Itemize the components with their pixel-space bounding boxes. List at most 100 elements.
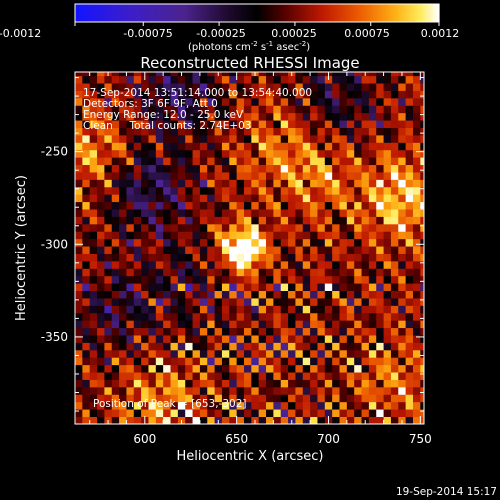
heatmap-cell: [170, 231, 179, 240]
heatmap-cell: [177, 364, 186, 373]
heatmap-cell: [288, 75, 296, 84]
heatmap-cell: [258, 401, 267, 410]
colorbar-swatch: [167, 4, 170, 22]
heatmap-cell: [251, 394, 260, 403]
heatmap-cell: [390, 179, 399, 188]
heatmap-cell: [199, 127, 208, 136]
heatmap-cell: [119, 209, 127, 217]
heatmap-cell: [170, 186, 179, 195]
heatmap-cell: [324, 164, 333, 173]
heatmap-cell: [280, 157, 289, 166]
heatmap-cell: [354, 386, 362, 395]
heatmap-cell: [398, 186, 407, 195]
heatmap-cell: [295, 268, 304, 277]
heatmap-cell: [163, 357, 171, 366]
colorbar-swatch: [289, 4, 292, 22]
heatmap-cell: [273, 268, 282, 277]
heatmap-cell: [229, 312, 238, 321]
heatmap-cell: [266, 157, 274, 166]
heatmap-cell: [75, 364, 83, 373]
heatmap-cell: [324, 335, 333, 343]
heatmap-cell: [280, 201, 289, 210]
heatmap-cell: [295, 179, 304, 188]
heatmap-cell: [133, 142, 142, 151]
heatmap-cell: [75, 83, 83, 91]
heatmap-cell: [390, 127, 399, 136]
colorbar-swatch: [187, 4, 190, 22]
heatmap-cell: [251, 327, 260, 336]
heatmap-cell: [361, 134, 370, 143]
heatmap-cell: [111, 342, 120, 351]
heatmap-cell: [229, 201, 238, 210]
heatmap-cell: [236, 349, 245, 358]
heatmap-cell: [82, 305, 91, 314]
heatmap-cell: [236, 194, 245, 203]
heatmap-cell: [243, 283, 252, 292]
heatmap-cell: [383, 364, 392, 373]
heatmap-cell: [229, 186, 238, 195]
heatmap-cell: [398, 342, 407, 351]
heatmap-cell: [163, 134, 171, 143]
heatmap-cell: [229, 216, 238, 225]
heatmap-cell: [236, 216, 245, 225]
heatmap-cell: [339, 401, 348, 410]
heatmap-cell: [192, 201, 201, 210]
heatmap-cell: [332, 320, 340, 329]
heatmap-cell: [111, 164, 120, 173]
heatmap-cell: [368, 283, 377, 292]
heatmap-cell: [288, 186, 296, 195]
heatmap-cell: [229, 260, 238, 269]
heatmap-cell: [398, 290, 407, 299]
heatmap-cell: [104, 194, 113, 203]
heatmap-cell: [258, 253, 267, 262]
heatmap-cell: [412, 90, 421, 99]
heatmap-cell: [398, 90, 407, 99]
colorbar-unit-exponent: -2: [299, 40, 306, 48]
heatmap-cell: [75, 342, 83, 351]
heatmap-cell: [332, 253, 340, 262]
colorbar-swatch: [147, 4, 150, 22]
heatmap-cell: [302, 364, 311, 373]
heatmap-cell: [192, 253, 201, 262]
heatmap-cell: [412, 97, 421, 106]
heatmap-cell: [170, 97, 179, 106]
heatmap-cell: [89, 379, 98, 388]
heatmap-cell: [236, 320, 245, 329]
heatmap-cell: [420, 320, 424, 329]
heatmap-cell: [288, 342, 296, 351]
heatmap-cell: [199, 298, 208, 306]
heatmap-cell: [148, 186, 157, 195]
heatmap-cell: [412, 75, 421, 84]
heatmap-cell: [258, 90, 267, 99]
heatmap-cell: [207, 364, 215, 373]
heatmap-cell: [332, 223, 340, 232]
heatmap-cell: [221, 305, 230, 314]
colorbar-swatch: [291, 4, 294, 22]
heatmap-cell: [243, 72, 252, 77]
heatmap-cell: [251, 97, 260, 106]
heatmap-cell: [383, 194, 392, 203]
heatmap-cell: [111, 194, 120, 203]
heatmap-cell: [280, 105, 289, 114]
heatmap-cell: [126, 157, 135, 166]
heatmap-cell: [177, 349, 186, 358]
heatmap-cell: [221, 216, 230, 225]
heatmap-cell: [361, 172, 370, 180]
heatmap-cell: [317, 134, 326, 143]
heatmap-cell: [170, 194, 179, 203]
heatmap-cell: [155, 394, 164, 403]
heatmap-cell: [207, 357, 215, 366]
heatmap-cell: [368, 312, 377, 321]
heatmap-cell: [177, 409, 186, 417]
heatmap-cell: [82, 231, 91, 240]
heatmap-cell: [398, 394, 407, 403]
heatmap-cell: [310, 283, 318, 292]
heatmap-cell: [104, 327, 113, 336]
heatmap-cell: [354, 364, 362, 373]
heatmap-cell: [119, 327, 127, 336]
heatmap-cell: [354, 290, 362, 299]
heatmap-cell: [280, 379, 289, 388]
heatmap-cell: [75, 172, 83, 180]
heatmap-cell: [412, 283, 421, 292]
heatmap-cell: [346, 416, 355, 424]
